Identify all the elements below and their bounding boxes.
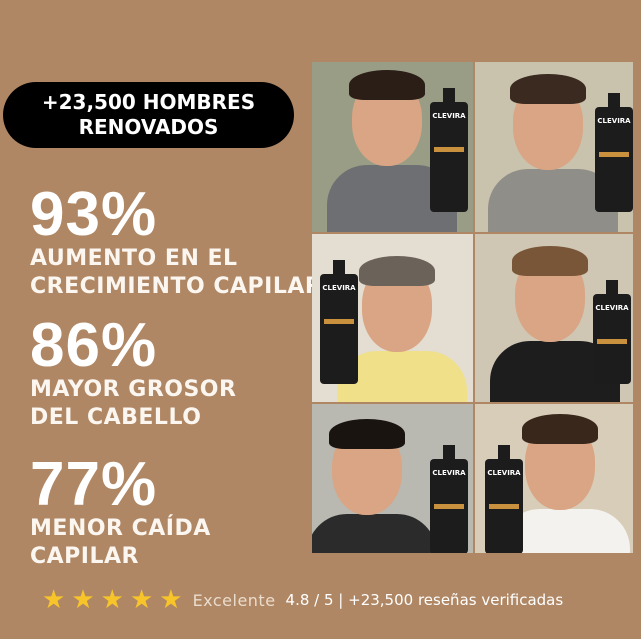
stat-label: MENOR CAÍDA bbox=[30, 516, 211, 541]
product-bottle: CLEVIRA bbox=[430, 445, 468, 553]
star-icon: ★ bbox=[129, 585, 154, 615]
testimonial-photo: CLEVIRA bbox=[475, 62, 633, 232]
customers-badge: +23,500 HOMBRES RENOVADOS bbox=[3, 82, 294, 148]
star-icon: ★ bbox=[159, 585, 183, 615]
badge-line-1: +23,500 HOMBRES bbox=[41, 90, 256, 114]
stat-value: 77% bbox=[30, 450, 158, 519]
rating-label: Excelente bbox=[192, 590, 276, 610]
stat-value: 86% bbox=[30, 311, 158, 380]
stat-label: CRECIMIENTO CAPILAR bbox=[30, 274, 323, 299]
product-bottle: CLEVIRA bbox=[320, 260, 358, 384]
product-bottle: CLEVIRA bbox=[430, 88, 468, 212]
testimonial-photo: CLEVIRA bbox=[312, 234, 473, 402]
stat-label: DEL CABELLO bbox=[30, 405, 202, 430]
bottle-label-band bbox=[434, 504, 464, 509]
hair bbox=[349, 70, 425, 100]
shirt bbox=[312, 514, 437, 553]
product-bottle: CLEVIRA bbox=[485, 445, 523, 553]
stat-growth: 93% AUMENTO EN EL CRECIMIENTO CAPILAR bbox=[30, 180, 323, 301]
star-rating: ★ ★ ★ ★ ★ bbox=[42, 585, 189, 615]
rating-summary: 4.8 / 5 | +23,500 reseñas verificadas bbox=[285, 591, 564, 609]
stat-label: CAPILAR bbox=[30, 544, 139, 569]
stat-hair-loss: 77% MENOR CAÍDA CAPILAR bbox=[30, 450, 211, 571]
star-icon: ★ bbox=[71, 585, 95, 615]
product-bottle: CLEVIRA bbox=[593, 280, 631, 384]
rating-bar: ★ ★ ★ ★ ★ Excelente 4.8 / 5 | +23,500 reseña… bbox=[42, 585, 564, 615]
star-icon: ★ bbox=[42, 585, 66, 615]
hair bbox=[512, 246, 588, 276]
testimonial-photo: CLEVIRA bbox=[312, 62, 473, 232]
stat-value: 93% bbox=[30, 180, 158, 249]
testimonial-photo: CLEVIRA bbox=[475, 234, 633, 402]
badge-line-2: RENOVADOS bbox=[78, 115, 219, 139]
bottle-label-band bbox=[489, 504, 519, 509]
hair bbox=[522, 414, 598, 444]
hair bbox=[510, 74, 586, 104]
star-icon: ★ bbox=[100, 585, 124, 615]
stat-label: MAYOR GROSOR bbox=[30, 377, 237, 402]
shirt bbox=[337, 351, 467, 402]
bottle-label-band bbox=[324, 319, 354, 324]
stat-label: AUMENTO EN EL bbox=[30, 246, 238, 271]
testimonial-photo: CLEVIRA bbox=[475, 404, 633, 553]
bottle-label-band bbox=[597, 339, 627, 344]
bottle-label-band bbox=[434, 147, 464, 152]
testimonial-photo: CLEVIRA bbox=[312, 404, 473, 553]
hair bbox=[329, 419, 405, 449]
product-bottle: CLEVIRA bbox=[595, 93, 633, 212]
testimonial-photo-grid: CLEVIRA CLEVIRA CLEVIRA CLEVIRA CLEVIRA CLEVI… bbox=[312, 62, 633, 553]
hair bbox=[359, 256, 435, 286]
stat-thickness: 86% MAYOR GROSOR DEL CABELLO bbox=[30, 311, 237, 432]
bottle-label-band bbox=[599, 152, 629, 157]
